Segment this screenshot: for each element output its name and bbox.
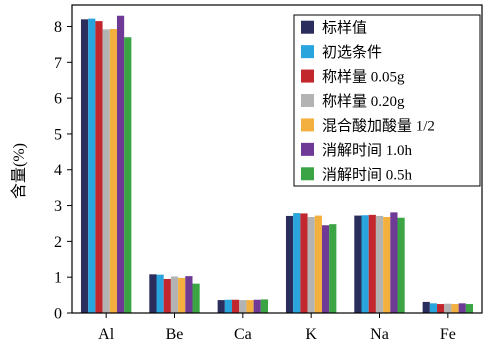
bar-be-series-2 (156, 274, 164, 313)
bar-ca-series-3 (232, 299, 240, 313)
legend-box (293, 14, 481, 187)
x-tick-label-na: Na (370, 326, 389, 343)
bar-al-series-6 (116, 15, 125, 314)
bar-be-series-5 (178, 277, 186, 313)
x-tick-label-be: Be (166, 326, 184, 343)
y-tick-label-8: 8 (54, 19, 62, 36)
bar-ca-series-2 (224, 299, 233, 313)
legend-label-series-5: 混合酸加酸量 1/2 (322, 117, 435, 134)
x-tick-label-al: Al (98, 326, 115, 343)
bar-be-series-6 (185, 276, 193, 313)
bar-na-series-6 (390, 212, 398, 313)
bar-be-series-4 (170, 276, 179, 313)
legend-label-series-1: 标样值 (322, 20, 367, 37)
x-tick-label-ca: Ca (234, 326, 252, 343)
bar-ca-series-5 (246, 300, 254, 313)
bar-ca-series-1 (217, 300, 225, 313)
legend-label-series-2: 初选条件 (322, 44, 382, 61)
bar-al-series-3 (95, 21, 103, 314)
bar-ca-series-6 (253, 299, 261, 313)
bar-k-series-4 (307, 217, 315, 313)
bar-be-series-1 (149, 274, 157, 313)
bar-k-series-5 (314, 215, 322, 313)
bar-k-series-7 (329, 224, 337, 313)
bar-fe-series-6 (458, 303, 466, 313)
legend-label-series-6: 消解时间 1.0h (322, 142, 413, 159)
legend-label-series-4: 称样量 0.20g (322, 93, 405, 110)
bar-na-series-7 (397, 217, 405, 313)
bar-na-series-5 (383, 217, 391, 313)
y-tick-label-5: 5 (54, 126, 62, 143)
legend-swatch-series-4 (301, 94, 314, 107)
bar-k-series-2 (293, 213, 301, 313)
legend-swatch-series-1 (301, 20, 314, 34)
bar-fe-series-5 (451, 304, 459, 313)
bar-al-series-7 (124, 37, 132, 313)
legend-label-series-3: 称样量 0.05g (322, 69, 405, 86)
y-tick-label-7: 7 (54, 55, 62, 72)
bar-na-series-4 (375, 215, 384, 313)
legend-swatch-series-2 (301, 45, 314, 59)
bar-be-series-7 (192, 283, 200, 313)
legend-label-series-7: 消解时间 0.5h (322, 166, 413, 183)
y-tick-label-2: 2 (54, 234, 62, 251)
legend-swatch-series-7 (301, 167, 314, 181)
bar-na-series-2 (361, 215, 369, 313)
bar-na-series-1 (354, 215, 362, 313)
bar-fe-series-3 (437, 304, 445, 313)
bar-fe-series-2 (429, 303, 438, 313)
bar-al-series-4 (102, 29, 110, 313)
bar-fe-series-4 (444, 303, 452, 313)
y-tick-label-6: 6 (54, 91, 62, 108)
bar-k-series-1 (285, 215, 294, 313)
y-tick-label-3: 3 (54, 198, 62, 215)
plot-frame (71, 4, 483, 314)
legend-swatch-series-6 (301, 142, 314, 156)
bar-fe-series-7 (465, 304, 474, 313)
y-tick-label-0: 0 (54, 306, 62, 323)
legend-swatch-series-3 (301, 69, 314, 83)
bar-al-series-2 (88, 18, 96, 314)
bar-al-series-5 (109, 29, 117, 313)
y-tick-label-1: 1 (54, 270, 62, 287)
bar-ca-series-7 (260, 299, 269, 313)
bar-k-series-3 (300, 213, 308, 313)
y-axis-title: 含量(%) (10, 143, 28, 199)
y-tick-label-4: 4 (54, 162, 62, 179)
bar-k-series-6 (321, 225, 330, 313)
bar-al-series-1 (80, 19, 89, 314)
bar-na-series-3 (368, 214, 376, 313)
x-tick-label-fe: Fe (440, 326, 456, 343)
bar-be-series-3 (163, 278, 171, 313)
bar-ca-series-4 (239, 300, 247, 313)
legend-swatch-series-5 (301, 118, 314, 132)
x-tick-label-k: K (305, 326, 317, 343)
bar-fe-series-1 (422, 301, 430, 313)
